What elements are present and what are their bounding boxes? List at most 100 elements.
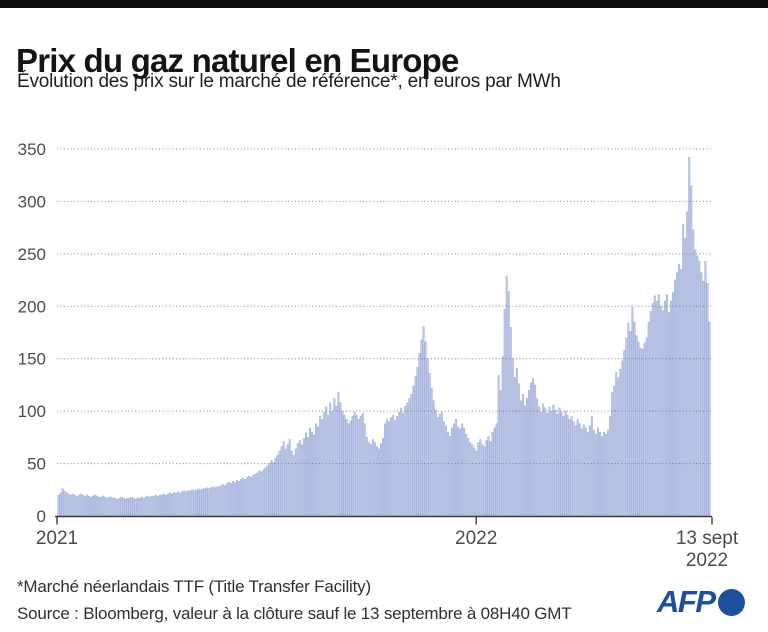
price-bar (633, 321, 636, 517)
price-bar (461, 423, 464, 517)
price-bar (150, 495, 153, 517)
price-bar (426, 358, 429, 517)
price-bar (592, 429, 595, 517)
price-bar (266, 465, 269, 517)
price-bar (238, 481, 240, 517)
price-bar (578, 423, 581, 517)
price-bar (434, 409, 437, 517)
price-bar (284, 448, 287, 517)
price-bar (199, 489, 202, 517)
price-bar (562, 416, 565, 517)
price-bar (552, 404, 555, 517)
price-bar (676, 272, 679, 517)
price-bar (495, 423, 498, 517)
price-bar (67, 493, 70, 517)
price-bar (300, 444, 303, 517)
price-bar (584, 427, 587, 517)
price-bar (501, 356, 504, 517)
price-bar (617, 377, 620, 517)
price-bar (605, 433, 608, 517)
price-bar (519, 400, 522, 517)
price-bar (402, 412, 405, 517)
price-bar (564, 410, 567, 517)
price-bar (203, 488, 206, 517)
price-bar (106, 497, 109, 517)
price-bar (469, 442, 472, 517)
price-bar (165, 494, 167, 517)
page-title: Prix du gaz naturel en Europe (16, 42, 459, 80)
x-axis-tick-label: 13 sept (676, 528, 739, 549)
price-bar (672, 292, 674, 517)
price-bar (288, 439, 291, 517)
price-bar (532, 378, 535, 517)
price-bar (655, 300, 658, 517)
price-bar (191, 489, 194, 517)
price-bar (607, 429, 610, 517)
price-bar (621, 360, 624, 517)
price-bar (118, 497, 121, 517)
price-bar (90, 496, 92, 517)
price-bar (158, 494, 161, 517)
price-bar (444, 425, 447, 517)
price-bar (696, 255, 699, 517)
price-bar (302, 438, 305, 517)
price-bar (353, 411, 356, 517)
price-bar (146, 495, 149, 517)
price-bar (625, 337, 628, 517)
price-bar (227, 482, 230, 517)
price-bar (309, 427, 311, 517)
price-bar (313, 435, 316, 517)
price-bar (321, 419, 324, 517)
price-bar (414, 376, 417, 517)
price-bar (582, 424, 585, 517)
price-bar (187, 490, 190, 517)
price-bar (181, 491, 184, 517)
y-axis-tick-label: 50 (27, 455, 46, 474)
price-bar (189, 490, 192, 517)
price-bar (680, 269, 683, 517)
price-bar (114, 497, 117, 517)
price-bar (73, 494, 76, 517)
price-bar (669, 300, 672, 517)
price-bar (132, 497, 135, 517)
price-bar (339, 402, 342, 517)
price-bar (152, 495, 155, 517)
price-bar (156, 495, 159, 517)
price-bar (528, 389, 530, 517)
chart-footnote: *Marché néerlandais TTF (Title Transfer … (17, 577, 371, 596)
price-bar (65, 492, 68, 517)
y-axis-tick-label: 300 (18, 192, 46, 211)
price-bar (682, 224, 685, 517)
price-bar (225, 483, 228, 517)
price-bar (272, 462, 275, 517)
price-bar (416, 366, 419, 517)
price-bar (667, 312, 670, 517)
price-bar (256, 472, 259, 517)
price-bar (292, 454, 295, 517)
price-bar (386, 419, 389, 517)
price-bar (463, 427, 466, 517)
price-bar (558, 407, 561, 517)
price-bar (81, 494, 84, 517)
price-bar (556, 414, 559, 517)
price-bar (197, 488, 200, 517)
price-bar (686, 211, 689, 517)
price-bar (96, 495, 99, 517)
price-bar (651, 302, 654, 517)
price-bar (213, 487, 216, 517)
price-bar (684, 237, 687, 517)
price-bar (298, 440, 301, 517)
price-bar (116, 498, 119, 517)
price-bar (104, 496, 107, 517)
price-bar (335, 405, 338, 517)
price-bar (603, 431, 606, 517)
price-bar (274, 458, 277, 517)
price-bar (355, 415, 358, 517)
price-bar (649, 311, 652, 517)
price-bar (694, 249, 697, 517)
price-bar (450, 427, 453, 517)
price-bar (286, 444, 289, 517)
price-bar (248, 475, 251, 517)
price-bar (665, 294, 668, 517)
price-bar (244, 479, 247, 517)
